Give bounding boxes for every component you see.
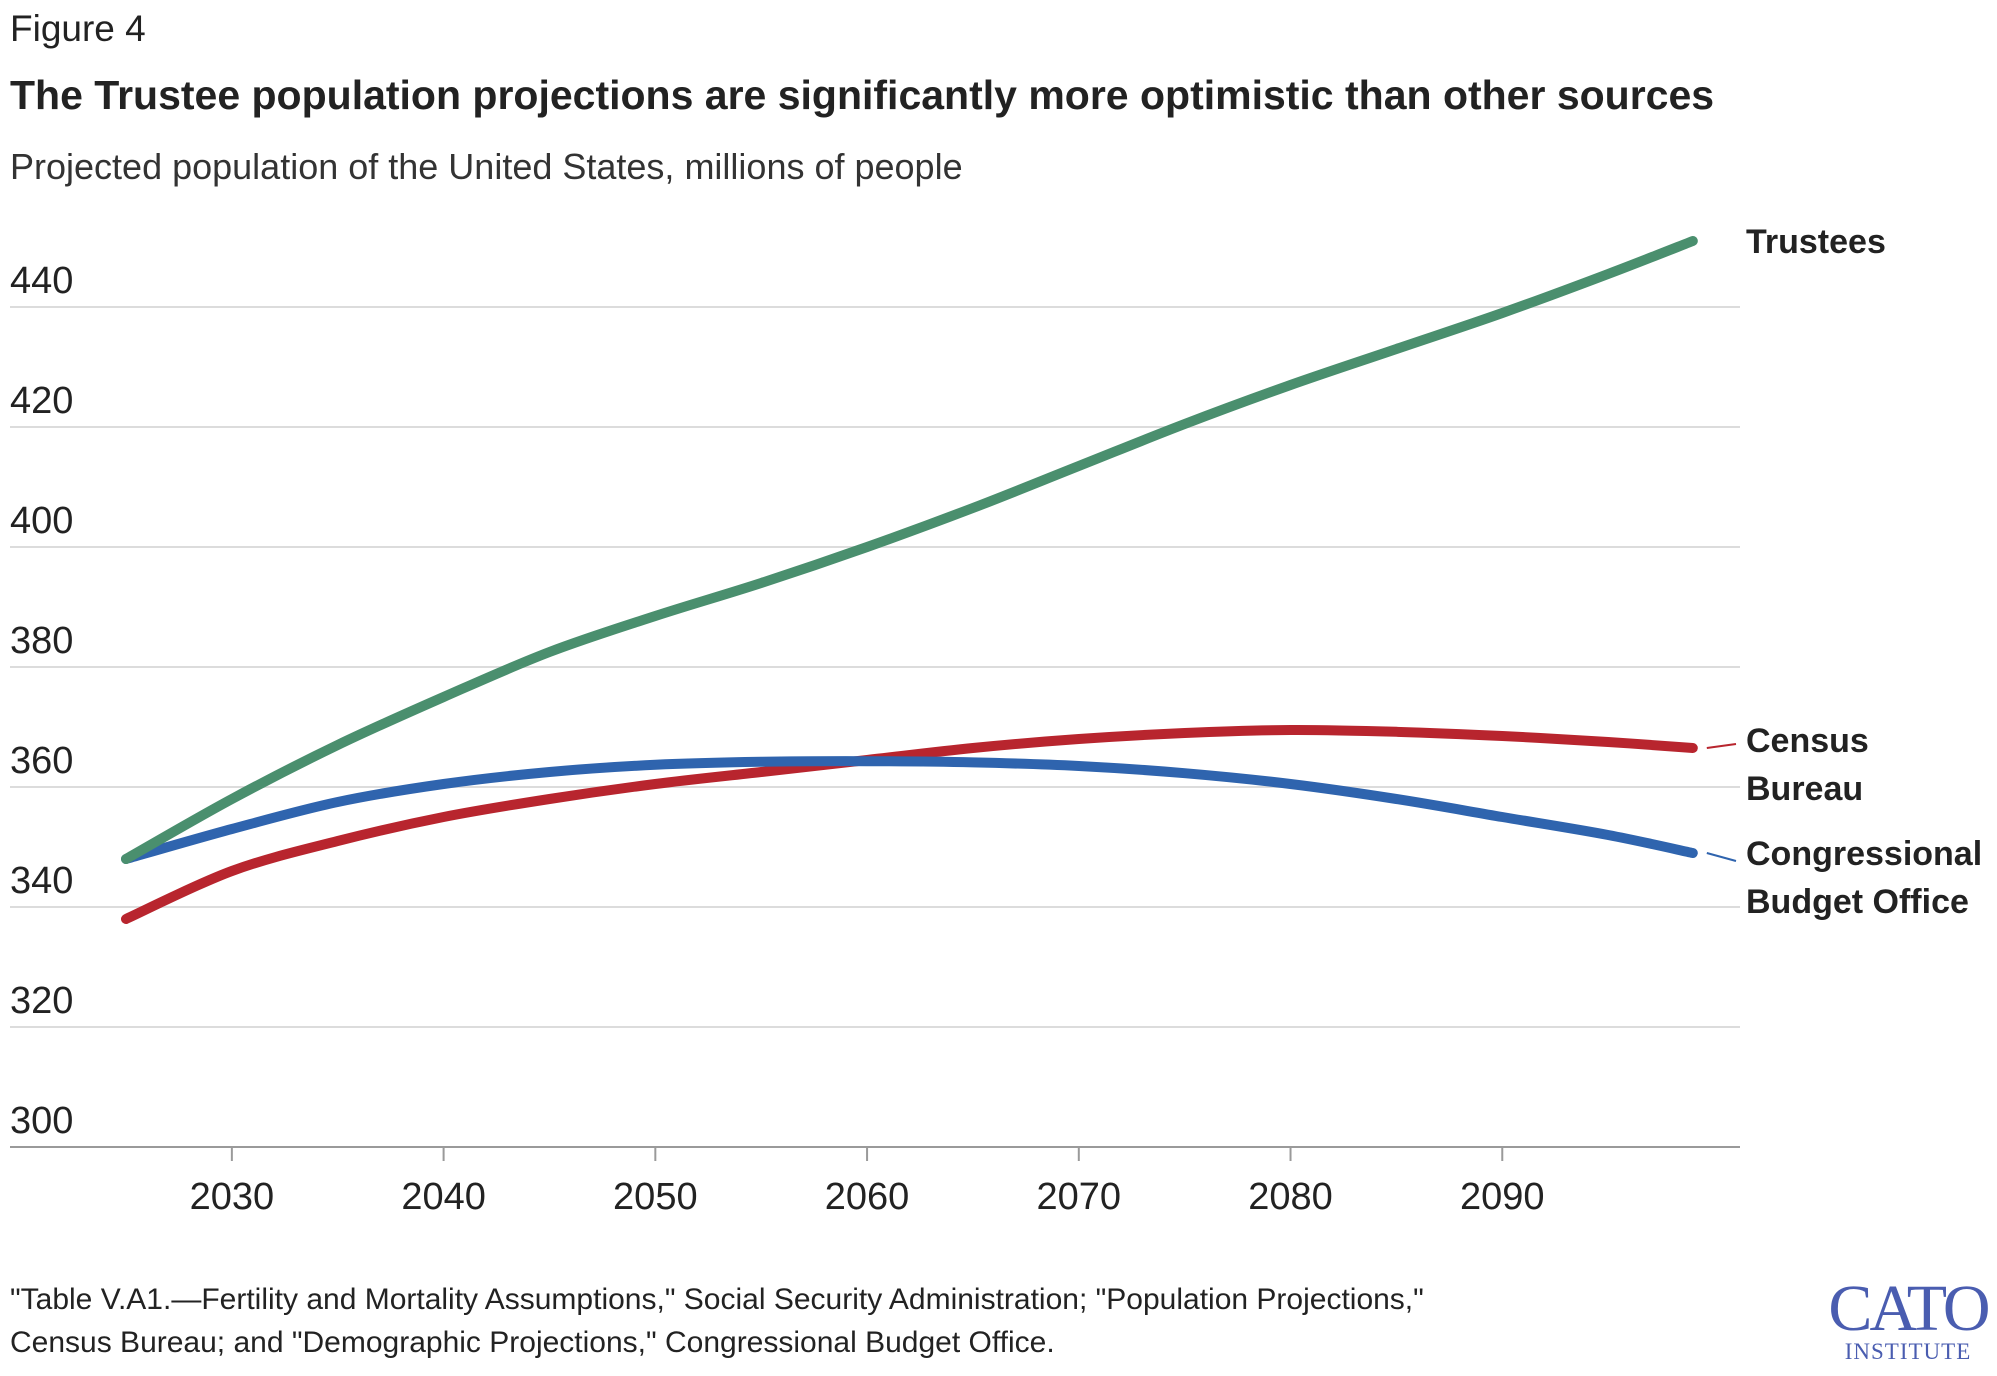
series-lines: [121, 236, 1698, 924]
gridlines: [10, 306, 1740, 1148]
x-tick-label-2080: 2080: [1248, 1176, 1333, 1218]
y-tick-label-340: 340: [10, 860, 73, 902]
series-leader-census-bureau: [1706, 743, 1737, 749]
series-line-congressional-budget-office: [121, 756, 1698, 864]
series-label-census-bureau-line-1: Census: [1746, 722, 1869, 760]
chart-title: The Trustee population projections are s…: [10, 72, 1715, 118]
series-label-congressional-budget-office-line-2: Budget Office: [1746, 883, 1969, 921]
x-tick-label-2030: 2030: [190, 1176, 275, 1218]
y-tick-label-300: 300: [10, 1100, 73, 1142]
chart-subtitle: Projected population of the United State…: [10, 146, 963, 187]
y-tick-label-440: 440: [10, 260, 73, 302]
figure-label: Figure 4: [10, 8, 146, 49]
y-tick-label-400: 400: [10, 500, 73, 542]
x-tick-label-2050: 2050: [613, 1176, 698, 1218]
logo-subtext: INSTITUTE: [1844, 1339, 1972, 1364]
source-line-1: "Table V.A1.—Fertility and Mortality Ass…: [10, 1283, 1424, 1316]
series-label-trustees: Trustees: [1746, 223, 1886, 261]
logo-wordmark: CATO: [1828, 1272, 1990, 1345]
series-line-trustees: [121, 236, 1698, 864]
x-tick-label-2060: 2060: [825, 1176, 910, 1218]
series-leader-congressional-budget-office: [1706, 852, 1737, 862]
source-line-2: Census Bureau; and "Demographic Projecti…: [10, 1326, 1055, 1359]
y-tick-label-420: 420: [10, 380, 73, 422]
series-line-census-bureau: [121, 724, 1698, 924]
series-labels: Trustees Census Bureau Congressional Budget …: [1706, 223, 1982, 921]
y-tick-label-360: 360: [10, 740, 73, 782]
y-tick-label-380: 380: [10, 620, 73, 662]
x-tick-label-2070: 2070: [1037, 1176, 1122, 1218]
x-tick-label-2040: 2040: [401, 1176, 486, 1218]
x-tick-label-2090: 2090: [1460, 1176, 1545, 1218]
y-tick-label-320: 320: [10, 980, 73, 1022]
axes: 300 320 340 360 380 400 420 440 2030 2040 2050 2060…: [10, 260, 1545, 1218]
series-label-census-bureau-line-2: Bureau: [1746, 770, 1863, 808]
cato-institute-logo: CATO INSTITUTE: [1828, 1272, 1990, 1370]
series-label-congressional-budget-office-line-1: Congressional: [1746, 835, 1982, 873]
source-note: "Table V.A1.—Fertility and Mortality Ass…: [10, 1278, 1424, 1364]
